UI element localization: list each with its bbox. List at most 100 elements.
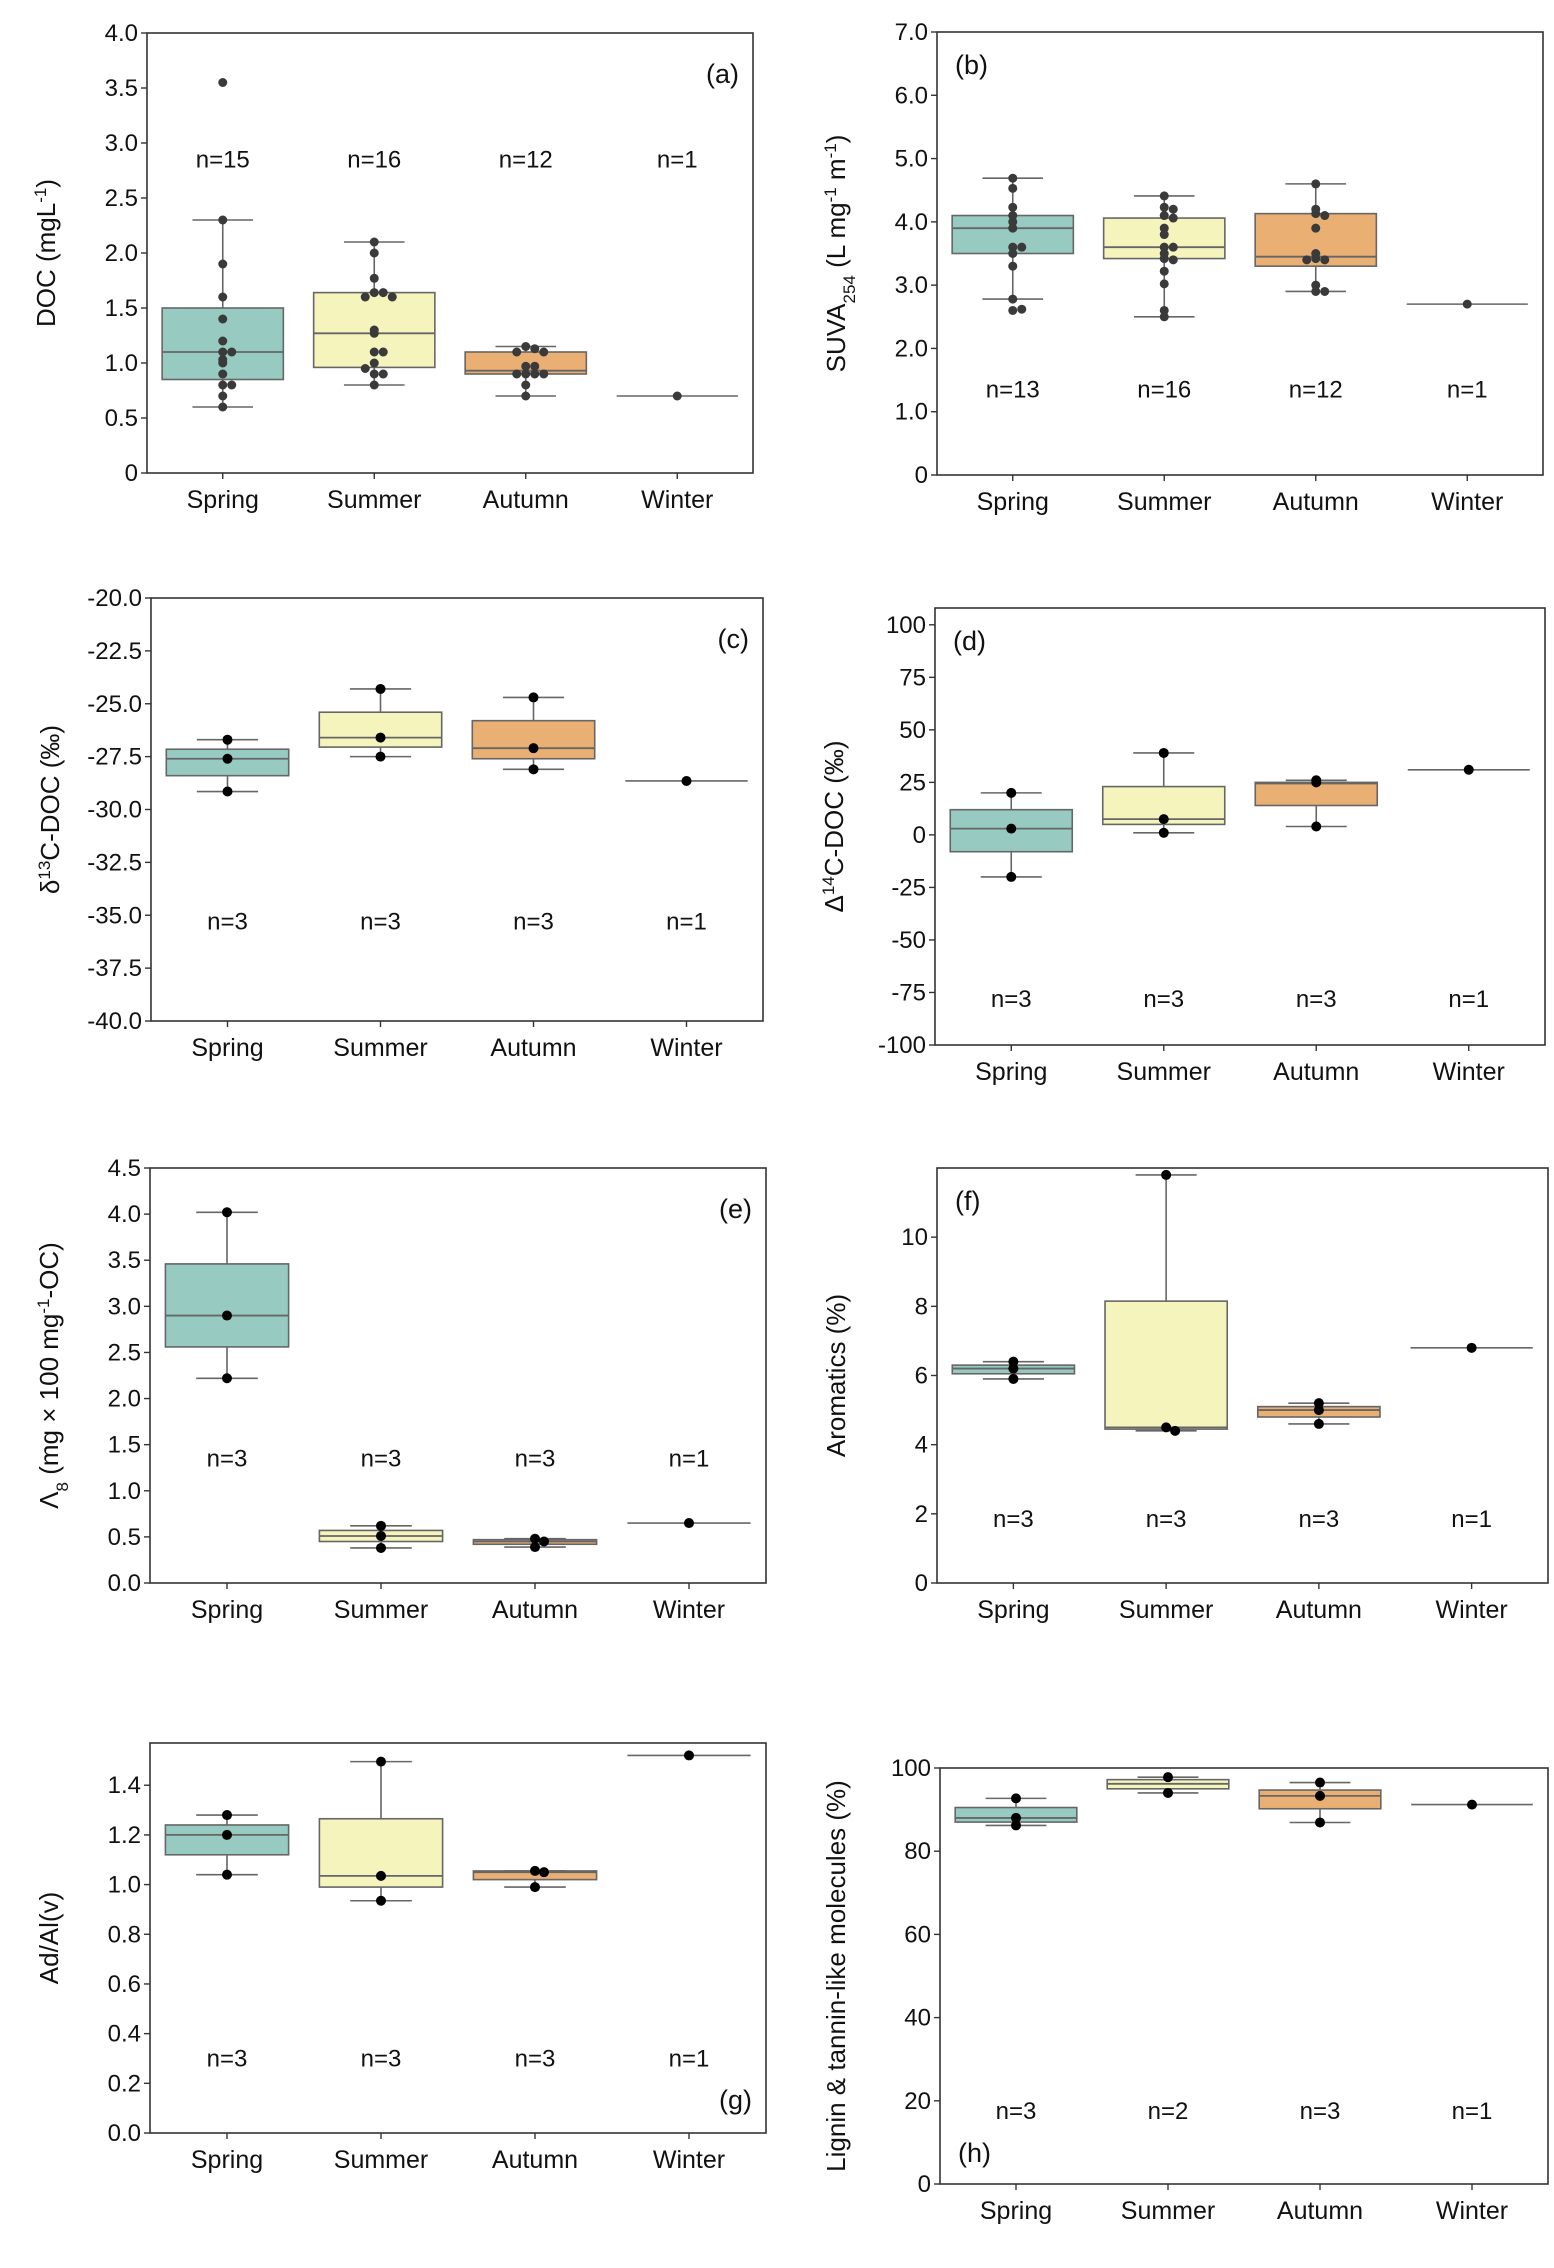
box-group-spring bbox=[949, 792, 1074, 878]
x-category-label: Winter bbox=[1433, 1058, 1505, 1086]
y-tick-label: -35.0 bbox=[87, 902, 142, 929]
y-tick-label: 0.4 bbox=[108, 2021, 141, 2048]
y-axis-title: SUVA254 (L mg-1 m-1) bbox=[821, 135, 859, 373]
data-point bbox=[218, 391, 228, 401]
data-point bbox=[1159, 223, 1169, 233]
y-tick-label: 0 bbox=[915, 1570, 928, 1597]
data-point bbox=[369, 369, 379, 379]
data-point bbox=[375, 732, 386, 743]
y-tick-label: 0.5 bbox=[105, 405, 138, 432]
data-point bbox=[530, 361, 540, 371]
y-tick-label: 6 bbox=[915, 1363, 928, 1390]
data-point bbox=[1315, 1790, 1325, 1801]
data-point bbox=[530, 1882, 540, 1893]
data-point bbox=[1462, 299, 1472, 309]
data-point bbox=[521, 342, 531, 351]
data-point bbox=[1008, 1363, 1019, 1374]
data-point bbox=[530, 1542, 540, 1553]
data-point bbox=[539, 1536, 549, 1547]
y-axis-title-part: -OC) bbox=[34, 1242, 64, 1298]
data-point bbox=[1168, 204, 1178, 214]
box-group-spring bbox=[161, 219, 285, 408]
data-point bbox=[378, 288, 388, 298]
sample-size-label: n=1 bbox=[1447, 377, 1488, 404]
data-point bbox=[1008, 242, 1018, 252]
sample-size-label: n=3 bbox=[1143, 986, 1184, 1013]
data-point bbox=[1163, 1772, 1173, 1783]
sample-size-label: n=3 bbox=[993, 1506, 1034, 1533]
data-point bbox=[521, 361, 531, 371]
data-point bbox=[1163, 1787, 1173, 1798]
data-point bbox=[1313, 1405, 1324, 1416]
data-point bbox=[530, 1533, 540, 1544]
data-point bbox=[1006, 871, 1017, 882]
data-point bbox=[222, 753, 233, 764]
y-tick-label: 0 bbox=[913, 822, 926, 849]
data-point bbox=[530, 1865, 540, 1876]
data-point bbox=[530, 369, 540, 379]
x-category-label: Winter bbox=[653, 2146, 725, 2174]
data-point bbox=[1008, 294, 1018, 304]
box-group-summer bbox=[318, 688, 443, 758]
y-axis-title-part: Lignin & tannin-like molecules (%) bbox=[821, 1780, 851, 2172]
data-point bbox=[360, 364, 370, 373]
x-category-label: Winter bbox=[641, 486, 713, 514]
x-category-label: Summer bbox=[333, 1034, 427, 1062]
y-axis-title-part: δ bbox=[35, 880, 65, 894]
data-point bbox=[222, 786, 233, 797]
data-point bbox=[1311, 280, 1321, 290]
y-tick-label: -100 bbox=[878, 1032, 926, 1059]
y-tick-label: -40.0 bbox=[87, 1008, 142, 1035]
y-tick-label: 20 bbox=[904, 2088, 931, 2115]
y-tick-label: 80 bbox=[904, 1838, 931, 1865]
data-point bbox=[521, 369, 531, 379]
data-point bbox=[672, 391, 682, 401]
sample-size-label: n=3 bbox=[361, 2045, 402, 2072]
data-point bbox=[1008, 202, 1018, 212]
y-tick-label: 6.0 bbox=[895, 82, 928, 109]
data-point bbox=[1315, 1817, 1325, 1828]
x-category-label: Autumn bbox=[1276, 1596, 1362, 1624]
data-point bbox=[1315, 1777, 1325, 1788]
y-tick-label: 1.5 bbox=[105, 295, 138, 322]
box-group-summer bbox=[1101, 752, 1226, 834]
panel-label: (a) bbox=[706, 59, 739, 89]
y-tick-label: 1.2 bbox=[108, 1822, 141, 1849]
data-point bbox=[1008, 1373, 1019, 1384]
y-tick-label: 2.5 bbox=[105, 185, 138, 212]
data-point bbox=[1158, 814, 1169, 825]
y-axis-title-part: Aromatics (%) bbox=[821, 1294, 851, 1457]
data-point bbox=[375, 683, 386, 694]
y-axis-title-part: C-DOC (‰) bbox=[819, 740, 849, 876]
data-point bbox=[530, 344, 540, 354]
y-tick-label: 4.0 bbox=[895, 209, 928, 236]
x-category-label: Spring bbox=[975, 1058, 1047, 1086]
iqr-box bbox=[1104, 1300, 1229, 1430]
data-point bbox=[1311, 286, 1321, 296]
data-point bbox=[1168, 255, 1178, 265]
y-tick-label: 50 bbox=[899, 717, 926, 744]
sample-size-label: n=1 bbox=[669, 1446, 710, 1473]
data-point bbox=[1159, 202, 1169, 212]
plot-frame bbox=[939, 1767, 1549, 2185]
data-point bbox=[1159, 305, 1169, 315]
sample-size-label: n=1 bbox=[1448, 986, 1489, 1013]
x-category-label: Autumn bbox=[483, 486, 569, 514]
y-tick-label: 3.0 bbox=[895, 272, 928, 299]
y-axis-title: DOC (mgL-1) bbox=[31, 179, 62, 327]
sample-size-label: n=16 bbox=[347, 147, 401, 174]
y-tick-label: -75 bbox=[891, 979, 926, 1006]
panel-label: (b) bbox=[955, 50, 988, 80]
y-tick-label: 4 bbox=[915, 1432, 928, 1459]
sample-size-label: n=3 bbox=[207, 909, 248, 936]
y-axis-title-part: DOC (mgL bbox=[31, 203, 61, 327]
data-point bbox=[376, 1870, 386, 1881]
y-tick-label: 100 bbox=[891, 1755, 931, 1782]
y-tick-label: 2.0 bbox=[105, 240, 138, 267]
data-point bbox=[218, 380, 228, 390]
y-tick-label: -27.5 bbox=[87, 744, 142, 771]
x-category-label: Autumn bbox=[490, 1034, 576, 1062]
data-point bbox=[1161, 1169, 1172, 1180]
x-category-label: Spring bbox=[977, 488, 1049, 516]
data-point bbox=[1008, 223, 1018, 233]
